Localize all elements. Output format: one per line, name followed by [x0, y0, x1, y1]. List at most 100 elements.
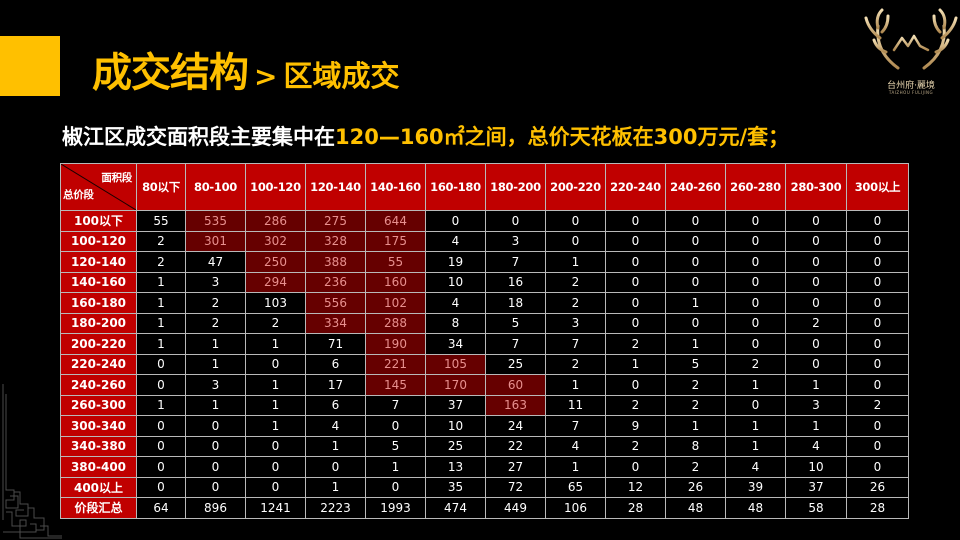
table-cell: 25	[425, 435, 486, 457]
table-cell: 1	[545, 374, 606, 396]
table-cell: 1	[245, 415, 306, 437]
table-cell: 2	[846, 394, 909, 416]
table-cell: 0	[605, 374, 666, 396]
column-header: 80以下	[136, 163, 186, 211]
table-cell: 1	[725, 415, 786, 437]
logo-name-cn: 台州府·麗境	[887, 81, 935, 91]
table-cell: 26	[846, 476, 909, 498]
table-cell: 1993	[365, 497, 426, 519]
table-cell: 0	[545, 230, 606, 252]
table-cell: 1	[665, 292, 726, 314]
table-cell: 1	[185, 333, 246, 355]
table-cell: 12	[605, 476, 666, 498]
table-cell: 2	[545, 353, 606, 375]
table-cell: 0	[665, 312, 726, 334]
table-cell: 1	[245, 394, 306, 416]
table-cell: 7	[365, 394, 426, 416]
table-row: 140-160 1 3 294 236 160 10 16 2 0 0 0 0 0	[60, 271, 909, 293]
table-cell: 10	[425, 415, 486, 437]
table-cell: 28	[846, 497, 909, 519]
table-cell: 1	[725, 374, 786, 396]
table-cell: 0	[785, 333, 847, 355]
table-row: 260-300 1 1 1 6 7 37 163 11 2 2 0 3 2	[60, 394, 909, 416]
table-cell: 0	[846, 292, 909, 314]
table-cell: 2	[185, 312, 246, 334]
antler-icon	[864, 8, 958, 70]
table-cell: 0	[545, 210, 606, 232]
table-cell: 0	[725, 210, 786, 232]
table-cell: 0	[136, 374, 186, 396]
table-cell: 6	[305, 353, 366, 375]
table-cell: 0	[846, 230, 909, 252]
logo-name-en: TAIZHOU FULIJING	[888, 90, 934, 95]
row-header: 260-300	[60, 394, 137, 416]
table-cell: 1	[185, 394, 246, 416]
column-header: 120-140	[305, 163, 366, 211]
table-cell: 11	[545, 394, 606, 416]
table-cell: 3	[485, 230, 546, 252]
row-header: 价段汇总	[60, 497, 137, 519]
table-cell: 9	[605, 415, 666, 437]
headline-highlight: 120—160㎡之间，总价天花板在300万元/套；	[335, 125, 790, 149]
table-cell: 328	[305, 230, 366, 252]
table-cell: 6	[305, 394, 366, 416]
table-cell: 236	[305, 271, 366, 293]
table-cell: 5	[365, 435, 426, 457]
table-cell: 0	[785, 251, 847, 273]
table-cell: 1	[136, 394, 186, 416]
column-header: 300以上	[846, 163, 909, 211]
table-cell: 0	[605, 312, 666, 334]
table-cell: 0	[846, 210, 909, 232]
headline: 椒江区成交面积段主要集中在120—160㎡之间，总价天花板在300万元/套；	[62, 121, 789, 151]
corner-area-label: 面积段	[101, 172, 132, 184]
table-cell: 1	[305, 435, 366, 457]
table-cell: 3	[785, 394, 847, 416]
table-cell: 288	[365, 312, 426, 334]
table-cell: 7	[545, 415, 606, 437]
table-cell: 18	[485, 292, 546, 314]
table-cell: 286	[245, 210, 306, 232]
table-cell: 0	[245, 435, 306, 457]
row-header: 300-340	[60, 415, 137, 437]
table-row: 100以下 55 535 286 275 644 0 0 0 0 0 0 0 0	[60, 210, 909, 232]
table-cell: 0	[725, 394, 786, 416]
table-cell: 1	[665, 415, 726, 437]
table-cell: 25	[485, 353, 546, 375]
table-cell: 2	[245, 312, 306, 334]
table-cell: 1	[665, 333, 726, 355]
column-header: 200-220	[545, 163, 606, 211]
table-cell: 4	[425, 292, 486, 314]
table-cell: 102	[365, 292, 426, 314]
row-header: 400以上	[60, 476, 137, 498]
table-cell: 8	[665, 435, 726, 457]
table-cell: 556	[305, 292, 366, 314]
table-cell: 0	[846, 456, 909, 478]
table-cell: 2	[136, 251, 186, 273]
table-cell: 0	[665, 230, 726, 252]
table-cell: 4	[425, 230, 486, 252]
row-header: 100以下	[60, 210, 137, 232]
row-header: 220-240	[60, 353, 137, 375]
table-cell: 55	[136, 210, 186, 232]
table-cell: 250	[245, 251, 306, 273]
table-row: 380-400 0 0 0 0 1 13 27 1 0 2 4 10 0	[60, 456, 909, 478]
table-cell: 1	[305, 476, 366, 498]
table-cell: 0	[846, 251, 909, 273]
row-header: 340-380	[60, 435, 137, 457]
table-cell: 4	[785, 435, 847, 457]
table-row: 220-240 0 1 0 6 221 105 25 2 1 5 2 0 0	[60, 353, 909, 375]
table-cell: 48	[665, 497, 726, 519]
table-cell: 0	[725, 271, 786, 293]
table-cell: 0	[846, 312, 909, 334]
table-cell: 1	[136, 312, 186, 334]
table-cell: 1	[245, 333, 306, 355]
table-cell: 4	[725, 456, 786, 478]
row-header: 120-140	[60, 251, 137, 273]
table-cell: 0	[136, 435, 186, 457]
table-cell: 72	[485, 476, 546, 498]
table-cell: 7	[545, 333, 606, 355]
table-cell: 0	[425, 210, 486, 232]
table-cell: 17	[305, 374, 366, 396]
table-cell: 1241	[245, 497, 306, 519]
diagonal-divider	[61, 164, 136, 210]
